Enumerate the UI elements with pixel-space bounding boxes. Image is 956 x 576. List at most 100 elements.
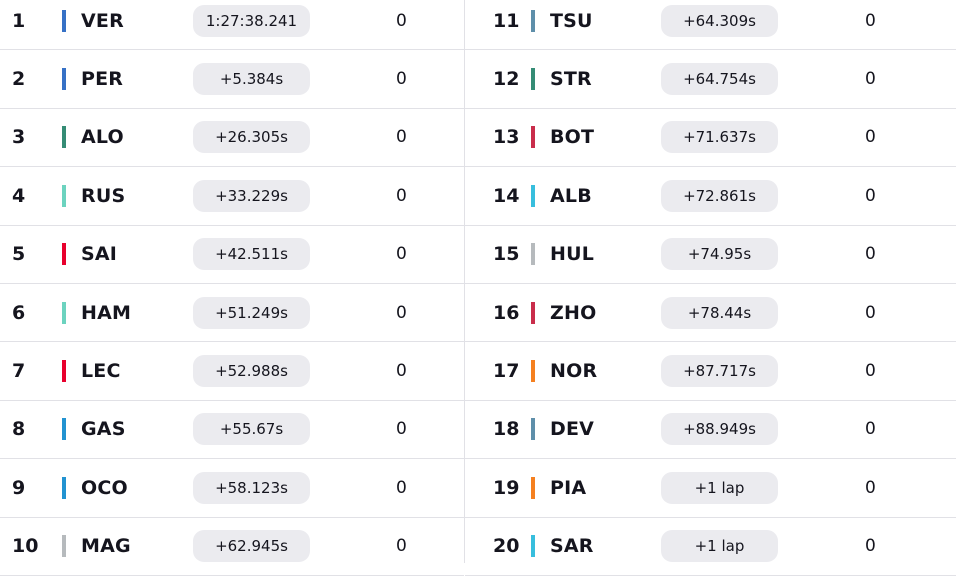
team-color-bar <box>531 184 535 207</box>
driver-code: BOT <box>550 126 595 149</box>
position-number: 3 <box>12 126 26 149</box>
time-gap-badge: +74.95s <box>661 238 778 271</box>
results-column-left: 1 VER 1:27:38.241 0 2 PER +5.384s 0 3 ALO +26.305s… <box>0 0 464 576</box>
time-gap-badge: +58.123s <box>193 471 310 504</box>
table-row[interactable]: 18 DEV +88.949s 0 <box>465 401 956 460</box>
driver-code: PIA <box>550 476 587 499</box>
driver-code: PER <box>81 68 124 91</box>
points-value: 0 <box>396 419 407 440</box>
time-gap-badge: +26.305s <box>193 121 310 154</box>
driver-code: DEV <box>550 418 595 441</box>
time-gap-badge: +42.511s <box>193 238 310 271</box>
driver-code: NOR <box>550 360 598 383</box>
team-color-bar <box>531 476 535 499</box>
table-row[interactable]: 9 OCO +58.123s 0 <box>0 459 464 518</box>
team-color-bar <box>62 418 66 441</box>
time-gap-badge: +1 lap <box>661 471 778 504</box>
table-row[interactable]: 8 GAS +55.67s 0 <box>0 401 464 460</box>
team-color-bar <box>62 126 66 149</box>
team-color-bar <box>62 184 66 207</box>
position-number: 17 <box>493 360 520 383</box>
points-value: 0 <box>865 477 876 498</box>
table-row[interactable]: 1 VER 1:27:38.241 0 <box>0 0 464 51</box>
points-value: 0 <box>865 244 876 265</box>
driver-code: ALO <box>81 126 124 149</box>
table-row[interactable]: 13 BOT +71.637s 0 <box>465 109 956 168</box>
driver-code: GAS <box>81 418 126 441</box>
team-color-bar <box>62 476 66 499</box>
points-value: 0 <box>865 536 876 557</box>
team-color-bar <box>62 301 66 324</box>
team-color-bar <box>531 68 535 91</box>
table-row[interactable]: 6 HAM +51.249s 0 <box>0 284 464 343</box>
driver-code: RUS <box>81 184 126 207</box>
points-value: 0 <box>396 244 407 265</box>
team-color-bar <box>62 9 66 32</box>
time-gap-badge: +1 lap <box>661 530 778 563</box>
driver-code: SAR <box>550 535 594 558</box>
driver-code: TSU <box>550 9 593 32</box>
team-color-bar <box>531 360 535 383</box>
points-value: 0 <box>396 185 407 206</box>
team-color-bar <box>531 126 535 149</box>
points-value: 0 <box>396 302 407 323</box>
team-color-bar <box>531 535 535 558</box>
position-number: 11 <box>493 9 520 32</box>
table-row[interactable]: 16 ZHO +78.44s 0 <box>465 284 956 343</box>
table-row[interactable]: 17 NOR +87.717s 0 <box>465 342 956 401</box>
table-row[interactable]: 4 RUS +33.229s 0 <box>0 167 464 226</box>
time-gap-badge: 1:27:38.241 <box>193 4 310 37</box>
time-gap-badge: +72.861s <box>661 179 778 212</box>
driver-code: STR <box>550 68 592 91</box>
table-row[interactable]: 5 SAI +42.511s 0 <box>0 226 464 284</box>
position-number: 13 <box>493 126 520 149</box>
team-color-bar <box>531 418 535 441</box>
position-number: 19 <box>493 476 520 499</box>
time-gap-badge: +64.754s <box>661 63 778 96</box>
points-value: 0 <box>396 477 407 498</box>
table-row[interactable]: 11 TSU +64.309s 0 <box>465 0 956 51</box>
time-gap-badge: +52.988s <box>193 355 310 388</box>
position-number: 1 <box>12 9 26 32</box>
position-number: 4 <box>12 184 26 207</box>
points-value: 0 <box>396 127 407 148</box>
results-column-right: 11 TSU +64.309s 0 12 STR +64.754s 0 13 BOT +71.637… <box>465 0 956 576</box>
points-value: 0 <box>396 69 407 90</box>
time-gap-badge: +78.44s <box>661 296 778 329</box>
driver-code: ZHO <box>550 301 597 324</box>
position-number: 7 <box>12 360 26 383</box>
table-row[interactable]: 7 LEC +52.988s 0 <box>0 342 464 401</box>
table-row[interactable]: 10 MAG +62.945s 0 <box>0 518 464 576</box>
team-color-bar <box>62 535 66 558</box>
time-gap-badge: +88.949s <box>661 413 778 446</box>
points-value: 0 <box>865 302 876 323</box>
time-gap-badge: +51.249s <box>193 296 310 329</box>
table-row[interactable]: 3 ALO +26.305s 0 <box>0 109 464 168</box>
table-row[interactable]: 20 SAR +1 lap 0 <box>465 518 956 576</box>
table-row[interactable]: 19 PIA +1 lap 0 <box>465 459 956 518</box>
table-row[interactable]: 14 ALB +72.861s 0 <box>465 167 956 226</box>
table-row[interactable]: 12 STR +64.754s 0 <box>465 50 956 109</box>
team-color-bar <box>531 243 535 266</box>
position-number: 14 <box>493 184 520 207</box>
time-gap-badge: +33.229s <box>193 179 310 212</box>
driver-code: ALB <box>550 184 592 207</box>
team-color-bar <box>531 301 535 324</box>
time-gap-badge: +87.717s <box>661 355 778 388</box>
position-number: 18 <box>493 418 520 441</box>
points-value: 0 <box>865 127 876 148</box>
team-color-bar <box>531 9 535 32</box>
position-number: 9 <box>12 476 26 499</box>
driver-code: SAI <box>81 243 118 266</box>
position-number: 20 <box>493 535 520 558</box>
points-value: 0 <box>396 361 407 382</box>
points-value: 0 <box>865 361 876 382</box>
position-number: 12 <box>493 68 520 91</box>
table-row[interactable]: 2 PER +5.384s 0 <box>0 50 464 109</box>
driver-code: OCO <box>81 476 128 499</box>
time-gap-badge: +62.945s <box>193 530 310 563</box>
column-divider <box>464 0 465 563</box>
table-row[interactable]: 15 HUL +74.95s 0 <box>465 226 956 284</box>
time-gap-badge: +5.384s <box>193 63 310 96</box>
points-value: 0 <box>865 185 876 206</box>
